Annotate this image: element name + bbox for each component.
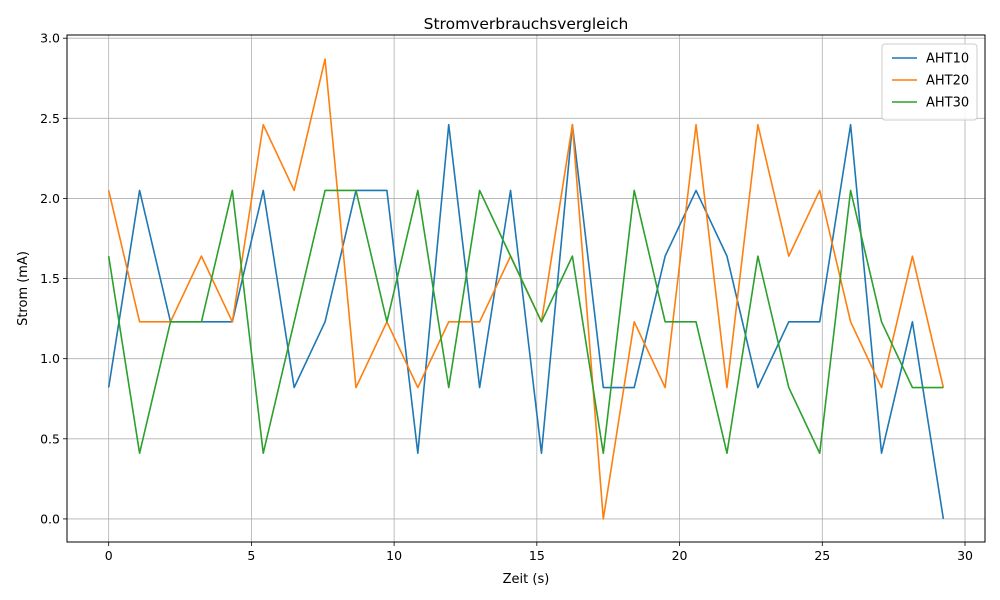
legend-label: AHT10 [926, 52, 969, 67]
x-tick-label: 30 [957, 548, 973, 563]
y-tick-label: 2.0 [40, 191, 60, 206]
y-tick-label: 1.0 [40, 351, 60, 366]
x-tick-label: 25 [814, 548, 830, 563]
series-layer [107, 58, 945, 520]
x-tick-label: 20 [672, 548, 688, 563]
series-line-aht10 [107, 123, 945, 520]
x-tick-label: 10 [386, 548, 402, 563]
y-tick-label: 0.0 [40, 511, 60, 526]
y-tick-label: 1.5 [40, 271, 60, 286]
y-tick-label: 2.5 [40, 111, 60, 126]
legend-label: AHT30 [926, 96, 969, 111]
chart-title: Stromverbrauchsvergleich [424, 15, 629, 33]
legend: AHT10 AHT20 AHT30 [881, 43, 978, 121]
legend-box [881, 43, 978, 121]
y-tick-label: 0.5 [40, 431, 60, 446]
x-tick-label: 0 [105, 548, 113, 563]
legend-label: AHT20 [926, 74, 969, 89]
y-tick-label: 3.0 [40, 31, 60, 46]
plot-frame [66, 34, 986, 543]
ticks: 0 5 10 15 20 25 30 0.0 0.5 1.0 1.5 2.0 2.5 3.0 [40, 31, 973, 563]
x-tick-label: 15 [529, 548, 545, 563]
x-axis-label: Zeit (s) [503, 572, 550, 587]
series-line-aht30 [107, 189, 944, 455]
x-tick-label: 5 [247, 548, 255, 563]
y-axis-label: Strom (mA) [16, 251, 31, 326]
grid [67, 35, 985, 542]
